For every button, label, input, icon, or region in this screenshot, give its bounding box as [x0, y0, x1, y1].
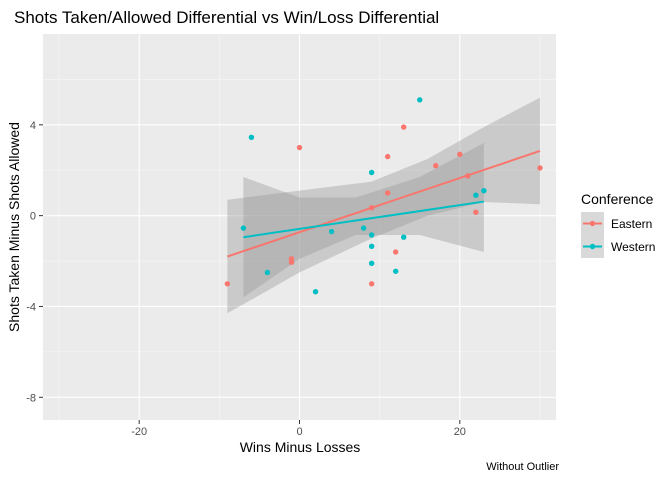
- y-tick-label: 4: [30, 120, 36, 132]
- point-western: [417, 97, 423, 103]
- point-western: [368, 169, 375, 176]
- y-tick-label: 0: [30, 211, 36, 223]
- point-western: [240, 225, 247, 231]
- point-eastern: [392, 249, 399, 255]
- confidence-band-eastern: [227, 97, 540, 314]
- point-western: [401, 234, 407, 240]
- fit-line-eastern: [227, 149, 541, 258]
- point-western: [481, 187, 487, 194]
- y-tick-label: -4: [26, 301, 36, 313]
- point-eastern: [368, 281, 375, 287]
- chart-caption: Without Outlier: [486, 461, 559, 473]
- x-tick-label: 20: [454, 426, 466, 438]
- point-eastern: [224, 281, 231, 287]
- x-tick-label: -20: [131, 426, 147, 438]
- point-western: [312, 289, 319, 295]
- data-points: [224, 97, 543, 295]
- point-eastern: [457, 151, 463, 158]
- point-eastern: [384, 153, 391, 160]
- point-western: [392, 268, 399, 274]
- point-western: [328, 228, 335, 235]
- fit-lines: [227, 149, 541, 258]
- point-western: [248, 134, 255, 141]
- point-western: [360, 225, 367, 231]
- legend: Conference Eastern Western: [581, 191, 655, 258]
- y-tick-label: -8: [26, 392, 36, 404]
- point-eastern: [473, 209, 479, 215]
- legend-title: Conference: [581, 191, 654, 207]
- point-western: [368, 243, 375, 249]
- legend-key-point: [589, 220, 596, 227]
- point-eastern: [288, 259, 295, 265]
- fit-line-western: [243, 200, 485, 239]
- axis-ticks: -20 0 20 -8 -4 0 4: [26, 120, 466, 438]
- point-western: [368, 260, 375, 267]
- point-western: [368, 232, 375, 238]
- legend-key-point: [589, 243, 596, 250]
- point-eastern: [465, 173, 471, 179]
- grid-lines: [43, 34, 556, 420]
- legend-label-western: Western: [611, 240, 655, 254]
- point-eastern: [368, 205, 375, 211]
- legend-label-eastern: Eastern: [611, 217, 652, 231]
- point-eastern: [296, 144, 303, 151]
- point-western: [473, 192, 479, 198]
- point-eastern: [401, 124, 407, 130]
- x-tick-label: 0: [296, 426, 302, 438]
- point-eastern: [384, 190, 391, 196]
- x-axis-title: Wins Minus Losses: [240, 439, 361, 455]
- point-eastern: [537, 165, 543, 171]
- chart-title: Shots Taken/Allowed Differential vs Win/…: [14, 8, 439, 27]
- point-western: [264, 269, 271, 276]
- y-axis-title: Shots Taken Minus Shots Allowed: [6, 122, 22, 332]
- point-eastern: [433, 162, 439, 169]
